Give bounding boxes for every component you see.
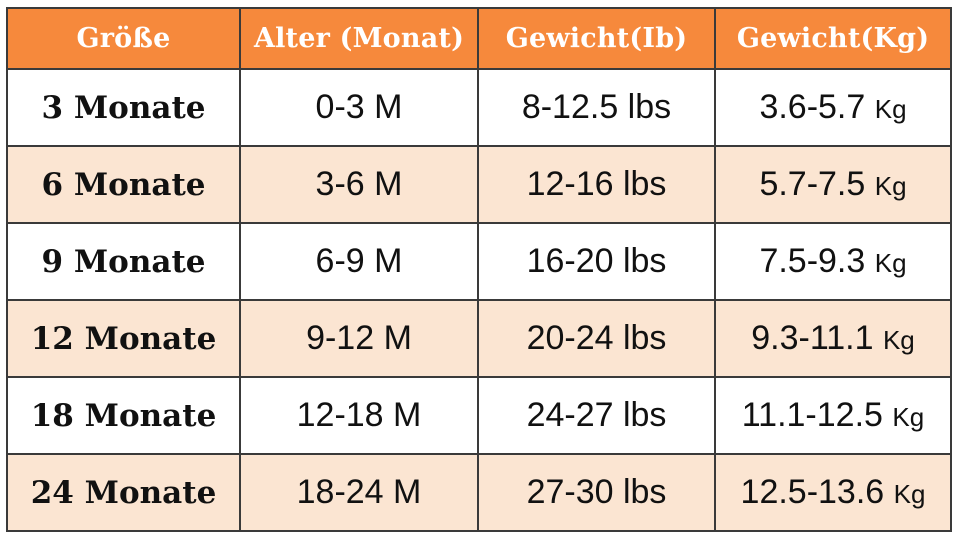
weight-kg-cell: 7.5-9.3 Kg (714, 222, 952, 301)
table-row: 9 Monate 6-9 M 16-20 lbs 7.5-9.3 Kg (6, 222, 952, 301)
weight-kg-cell: 12.5-13.6 Kg (714, 453, 952, 532)
size-cell: 18 Monate (6, 376, 241, 455)
header-size: Größe (6, 7, 241, 70)
table-row: 12 Monate 9-12 M 20-24 lbs 9.3-11.1 Kg (6, 299, 952, 378)
weight-kg-value: 11.1-12.5 (741, 396, 883, 434)
weight-kg-cell: 11.1-12.5 Kg (714, 376, 952, 455)
weight-lb-cell: 20-24 lbs (477, 299, 716, 378)
weight-kg-value: 5.7-7.5 (759, 165, 866, 203)
age-cell: 18-24 M (239, 453, 479, 532)
size-cell: 3 Monate (6, 68, 241, 147)
size-chart-table: Größe Alter (Monat) Gewicht(Ib) Gewicht(… (6, 7, 952, 532)
weight-kg-cell: 5.7-7.5 Kg (714, 145, 952, 224)
weight-kg-value: 9.3-11.1 (751, 319, 874, 357)
size-cell: 9 Monate (6, 222, 241, 301)
age-cell: 3-6 M (239, 145, 479, 224)
weight-lb-cell: 24-27 lbs (477, 376, 716, 455)
header-weight-lb: Gewicht(Ib) (477, 7, 716, 70)
weight-kg-value: 7.5-9.3 (759, 242, 866, 280)
size-cell: 6 Monate (6, 145, 241, 224)
header-age: Alter (Monat) (239, 7, 479, 70)
weight-kg-unit: Kg (874, 94, 907, 124)
weight-lb-cell: 12-16 lbs (477, 145, 716, 224)
age-cell: 12-18 M (239, 376, 479, 455)
weight-kg-unit: Kg (874, 248, 907, 278)
table-row: 6 Monate 3-6 M 12-16 lbs 5.7-7.5 Kg (6, 145, 952, 224)
table-row: 18 Monate 12-18 M 24-27 lbs 11.1-12.5 Kg (6, 376, 952, 455)
header-row: Größe Alter (Monat) Gewicht(Ib) Gewicht(… (6, 7, 952, 70)
header-weight-kg: Gewicht(Kg) (714, 7, 952, 70)
size-cell: 12 Monate (6, 299, 241, 378)
weight-kg-unit: Kg (893, 479, 926, 509)
table-row: 24 Monate 18-24 M 27-30 lbs 12.5-13.6 Kg (6, 453, 952, 532)
table-row: 3 Monate 0-3 M 8-12.5 lbs 3.6-5.7 Kg (6, 68, 952, 147)
weight-kg-unit: Kg (892, 402, 925, 432)
weight-lb-cell: 16-20 lbs (477, 222, 716, 301)
weight-kg-unit: Kg (882, 325, 915, 355)
weight-kg-cell: 9.3-11.1 Kg (714, 299, 952, 378)
weight-lb-cell: 8-12.5 lbs (477, 68, 716, 147)
weight-kg-value: 12.5-13.6 (740, 473, 885, 511)
size-cell: 24 Monate (6, 453, 241, 532)
age-cell: 6-9 M (239, 222, 479, 301)
weight-kg-value: 3.6-5.7 (759, 88, 866, 126)
age-cell: 0-3 M (239, 68, 479, 147)
age-cell: 9-12 M (239, 299, 479, 378)
weight-kg-cell: 3.6-5.7 Kg (714, 68, 952, 147)
weight-kg-unit: Kg (874, 171, 907, 201)
weight-lb-cell: 27-30 lbs (477, 453, 716, 532)
